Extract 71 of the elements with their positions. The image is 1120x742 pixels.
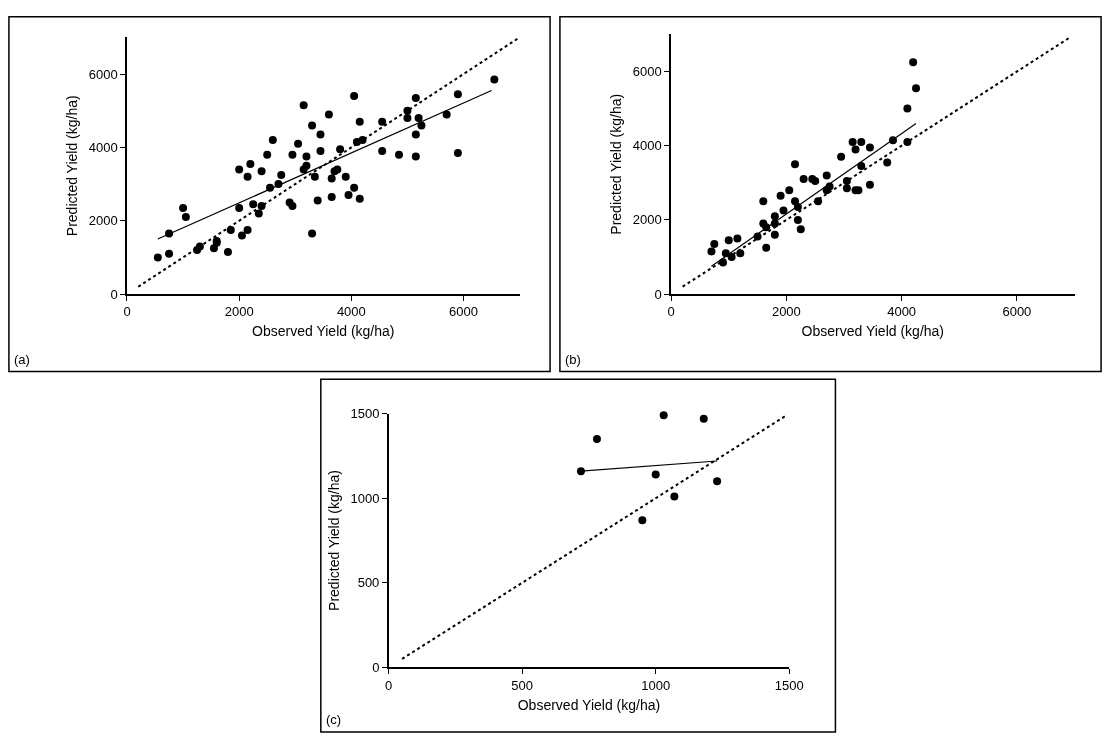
point [638,516,647,525]
point [791,160,799,169]
point [865,143,874,152]
x-tick-label: 4000 [887,304,917,320]
x-tick-label: 1500 [774,677,804,693]
x-tick-label: 2000 [771,304,801,320]
y-axis-title: Predicted Yield (kg/ha) [63,95,80,237]
x-axis-title: Observed Yield (kg/ha) [801,323,945,340]
y-tick-label: 1500 [350,406,380,422]
point [903,104,912,113]
point [659,411,668,420]
point [814,197,823,206]
x-tick-label: 0 [123,304,131,320]
point [883,158,892,167]
point [796,225,805,234]
x-tick-label: 0 [385,677,393,693]
y-tick-label: 500 [357,575,380,591]
point [848,138,857,146]
text: (b) [565,352,581,367]
y-tick-label: 6000 [88,66,118,82]
y-tick-label: 0 [110,286,118,302]
x-axis-title: Observed Yield (kg/ha) [252,323,395,340]
point [857,162,866,171]
point [903,138,912,146]
point [799,175,808,184]
point [822,171,831,180]
point [785,186,794,195]
y-axis-title: Predicted Yield (kg/ha) [325,470,342,611]
point [592,434,601,443]
x-tick-label: 500 [511,677,534,693]
text: (a) [14,352,30,367]
point [791,197,799,206]
point [670,492,679,501]
point [857,138,866,146]
x-tick-label: 2000 [224,304,254,320]
point [713,477,722,486]
x-tick-label: 0 [667,304,675,320]
point [736,249,745,258]
y-tick-label: 0 [654,286,662,302]
point [837,152,846,161]
point [762,243,771,252]
y-tick-label: 1000 [350,490,380,506]
point [770,230,779,239]
point [759,197,768,206]
point [865,180,874,189]
y-tick-label: 6000 [632,64,662,80]
point [707,247,716,256]
x-tick-label: 6000 [1002,304,1032,320]
x-tick-label: 4000 [336,304,366,320]
point [779,206,788,215]
point [776,191,785,200]
point [770,212,779,221]
point [710,240,719,248]
point [851,145,860,154]
point [842,184,851,193]
point [793,215,802,224]
point [699,414,708,423]
point [733,234,742,243]
y-axis-title: Predicted Yield (kg/ha) [607,93,624,235]
point [912,84,921,93]
point [909,58,918,67]
y-tick-label: 0 [372,659,380,675]
point [724,236,733,245]
y-tick-label: 4000 [632,138,662,154]
y-tick-label: 4000 [88,139,118,155]
y-tick-label: 2000 [632,212,662,228]
text: (c) [326,712,342,727]
y-tick-label: 2000 [88,213,118,229]
x-axis-title: Observed Yield (kg/ha) [517,696,661,713]
point [651,470,660,479]
x-tick-label: 6000 [449,304,478,320]
